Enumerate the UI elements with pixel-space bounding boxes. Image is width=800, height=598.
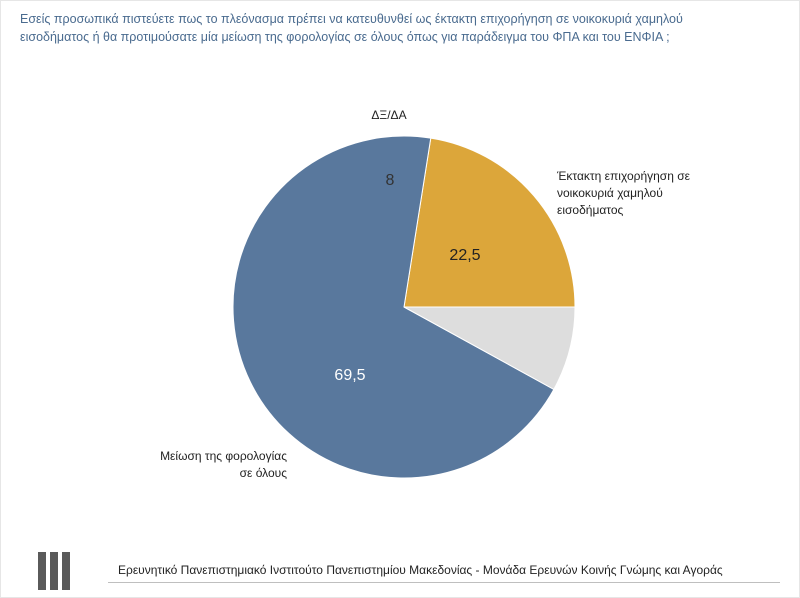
institute-logo-icon [38,552,70,590]
pie-slice [232,135,555,479]
slice-category-label: ΔΞ/ΔΑ [371,108,406,122]
survey-question: Εσείς προσωπικά πιστεύετε πως το πλεόνασ… [20,12,683,44]
slice-value-label: 22,5 [449,247,480,264]
slice-category-label: Μείωση της φορολογίας σε όλους [160,449,287,480]
pie-slice [403,137,576,308]
pie-slice [403,306,576,391]
slice-value-label: 8 [386,172,395,189]
slice-value-label: 69,5 [334,367,365,384]
footer-source: Ερευνητικό Πανεπιστημιακό Ινστιτούτο Παν… [118,563,723,577]
slice-category-label: Έκτακτη επιχορήγηση σε νοικοκυριά χαμηλού… [556,169,691,217]
footer-divider [108,582,780,583]
